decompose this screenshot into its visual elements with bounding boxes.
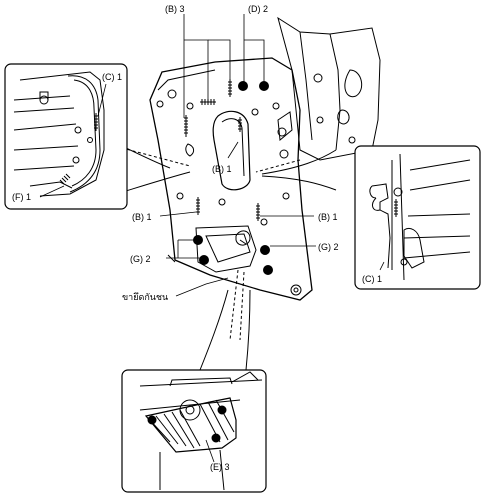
label-f1: (F) 1 xyxy=(12,192,31,202)
bracket-plate xyxy=(149,57,313,301)
label-e3: (E) 3 xyxy=(210,462,230,472)
leader-lines xyxy=(159,14,316,297)
label-b1-left: (B) 1 xyxy=(132,212,152,222)
label-b1-center: (B) 1 xyxy=(212,164,232,174)
label-g2-left: (G) 2 xyxy=(130,254,151,264)
inset-right xyxy=(354,145,481,290)
b-tab-markers xyxy=(184,79,260,221)
label-g2-right: (G) 2 xyxy=(318,242,339,252)
label-b3: (B) 3 xyxy=(165,4,185,14)
label-b1-right: (B) 1 xyxy=(318,212,338,222)
label-d2: (D) 2 xyxy=(248,4,268,14)
label-bumper-bracket: ขายึดกันชน xyxy=(122,292,169,302)
d-clip-markers xyxy=(238,81,269,91)
label-c1-right: (C) 1 xyxy=(362,274,382,284)
label-c1-left: (C) 1 xyxy=(102,72,122,82)
g-bolt-markers xyxy=(193,235,273,275)
inset-left xyxy=(4,63,128,210)
inset-bottom xyxy=(121,369,267,493)
vehicle-body-panel xyxy=(277,16,381,161)
